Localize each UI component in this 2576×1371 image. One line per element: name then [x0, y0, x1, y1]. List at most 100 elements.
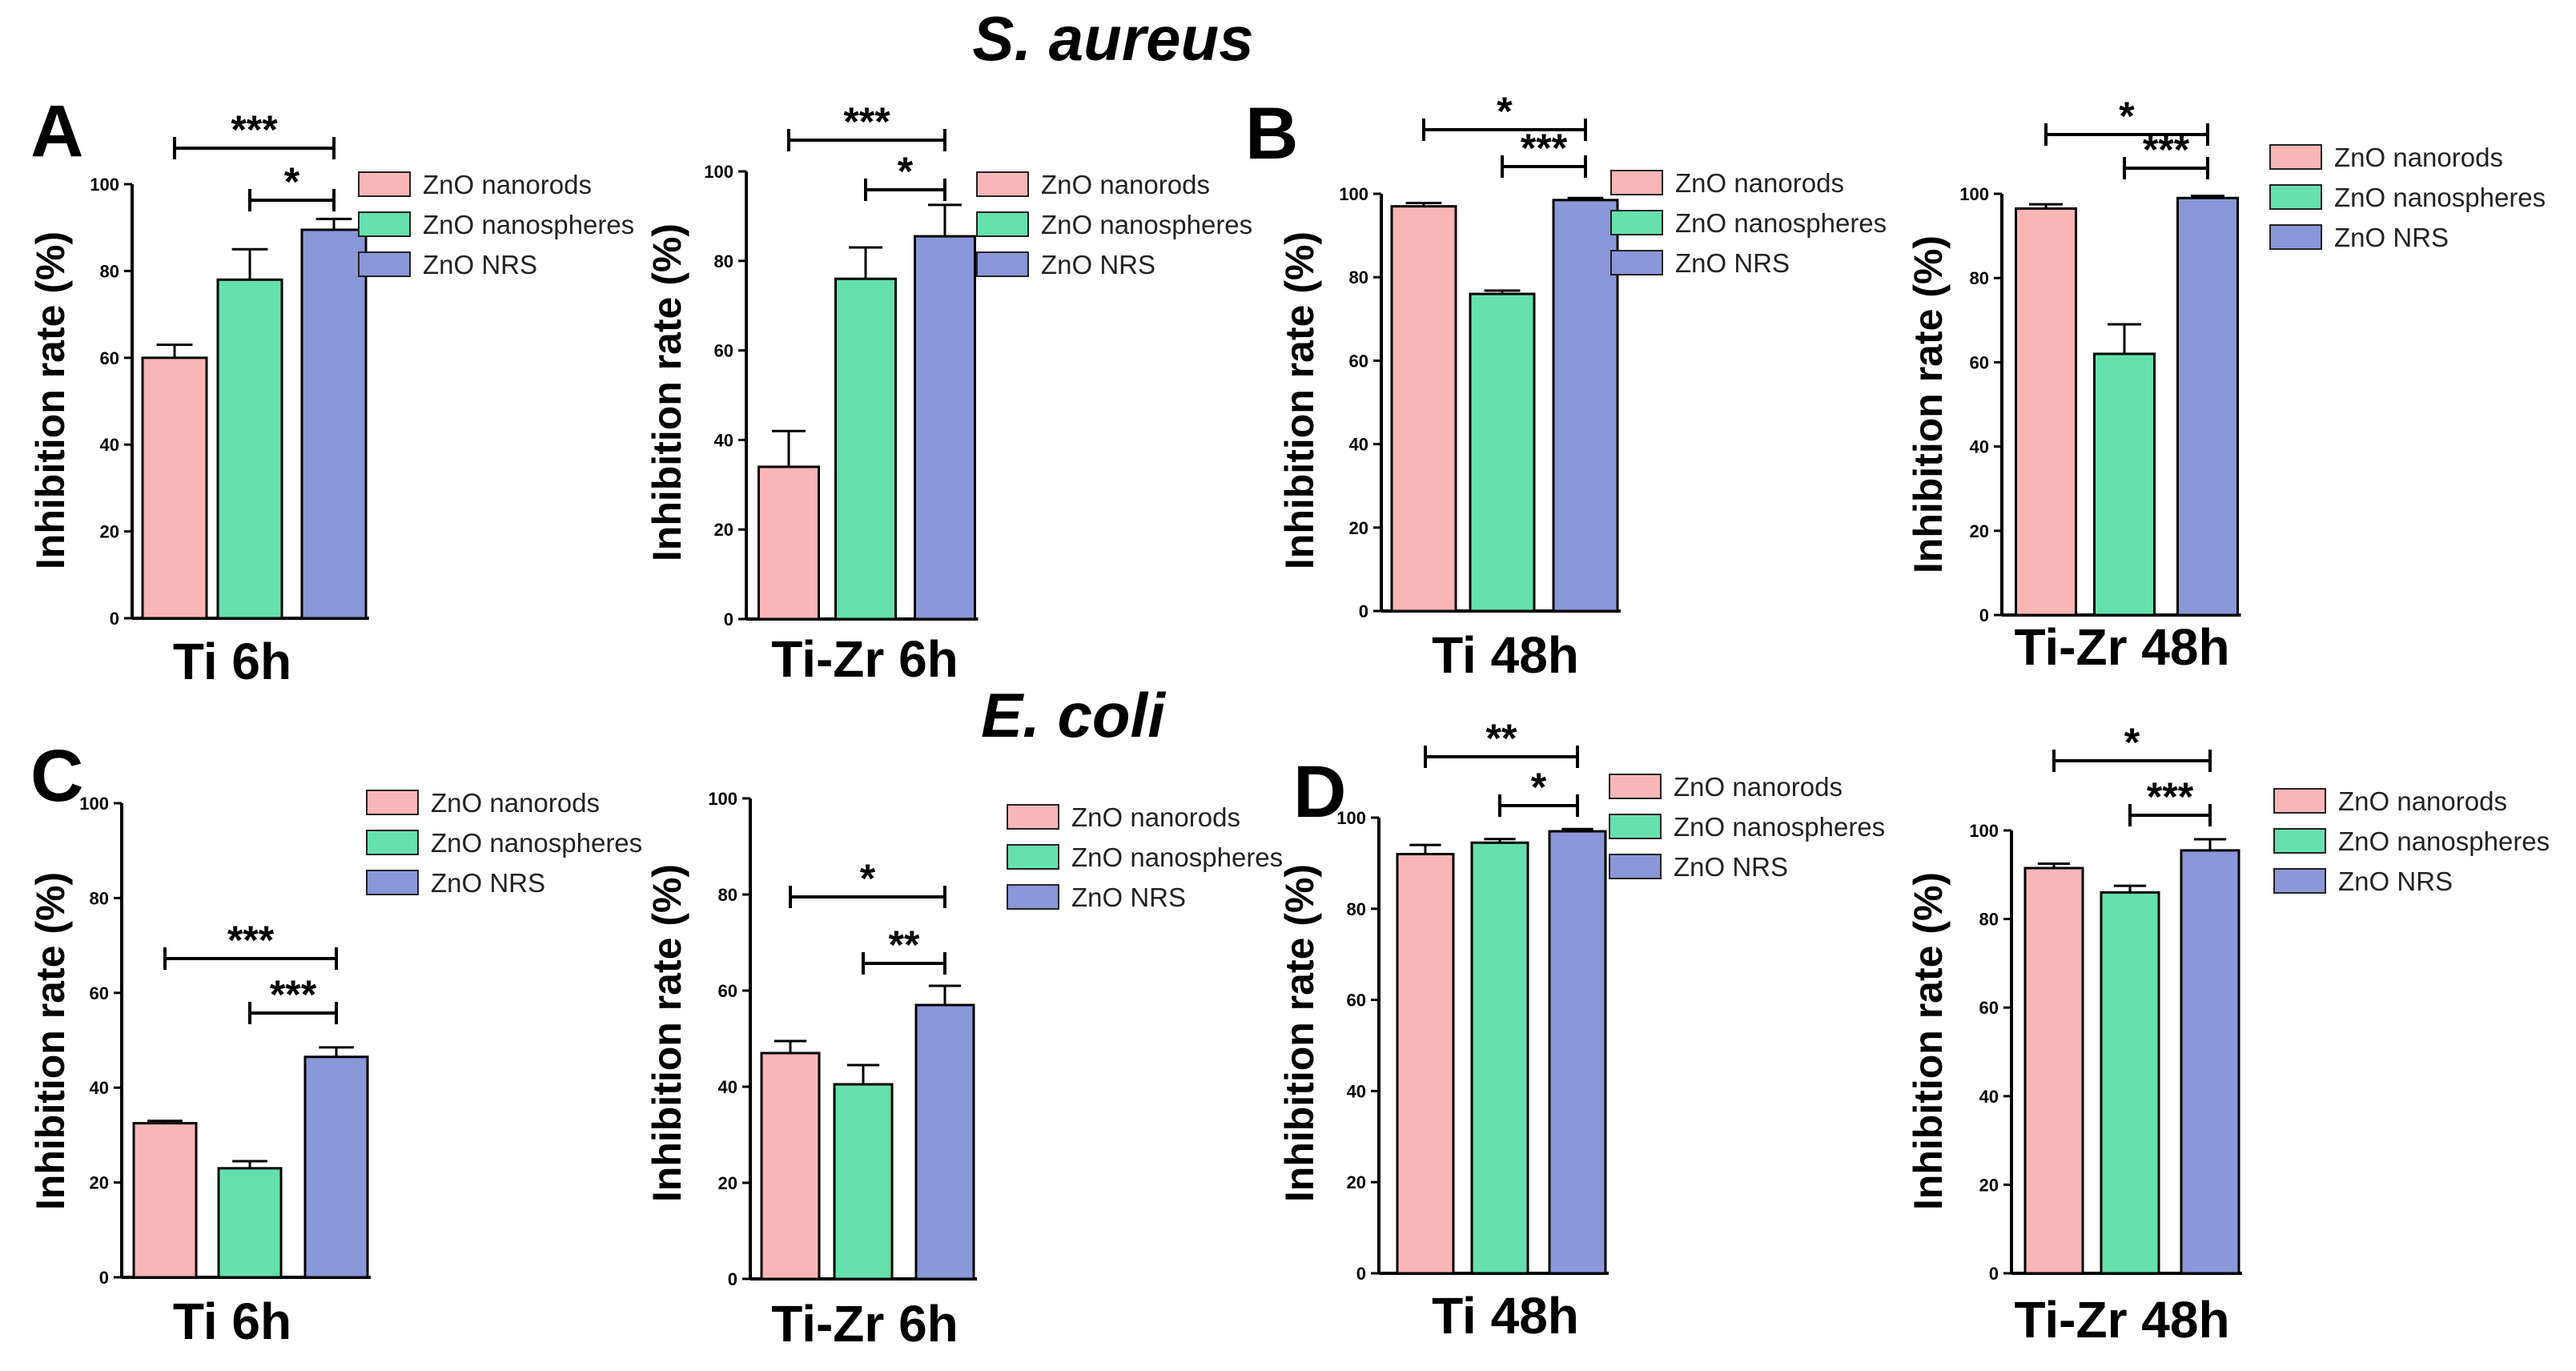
y-axis-label: Inhibition rate (%) [28, 231, 73, 569]
bar-zno-nrs [300, 228, 368, 620]
significance-label: * [2124, 720, 2140, 765]
legend-label: ZnO NRS [431, 868, 545, 898]
y-tick-label: 60 [1349, 351, 1368, 371]
legend-label: ZnO NRS [2334, 223, 2449, 252]
legend-label: ZnO NRS [2338, 866, 2453, 896]
y-tick-label: 80 [90, 888, 109, 908]
y-tick-label: 0 [1979, 605, 1989, 625]
significance-label: *** [231, 107, 278, 152]
legend-label: ZnO nanorods [423, 170, 592, 199]
y-tick-label: 100 [1969, 821, 1999, 841]
legend-swatch [2273, 868, 2326, 894]
legend-swatch [1007, 844, 1059, 870]
significance-label: *** [2143, 127, 2190, 172]
legend-label: ZnO NRS [1041, 250, 1155, 279]
legend-swatch [2269, 144, 2322, 170]
y-tick-label: 60 [90, 983, 109, 1003]
legend: ZnO nanorods ZnO nanospheres ZnO NRS [1609, 772, 1885, 882]
legend-swatch [1609, 814, 1662, 839]
legend-swatch [358, 211, 411, 237]
bar-zno-nanorods [141, 356, 208, 620]
y-tick-label: 20 [90, 1173, 109, 1193]
x-axis-label: Ti-Zr 6h [771, 630, 958, 688]
x-axis-label: Ti 48h [1432, 1287, 1579, 1345]
y-tick-label: 0 [110, 609, 119, 629]
y-tick-label: 20 [718, 1173, 737, 1193]
y-axis-label: Inhibition rate (%) [1277, 864, 1322, 1202]
significance-label: *** [1521, 126, 1568, 171]
legend-swatch [366, 870, 419, 895]
y-tick-label: 80 [100, 261, 119, 281]
legend-swatch [976, 211, 1029, 237]
bar-zno-nrs [303, 1055, 369, 1279]
y-tick-label: 100 [704, 162, 733, 182]
bar-zno-nanorods [758, 465, 820, 621]
y-tick-label: 40 [90, 1078, 109, 1098]
x-axis-label: Ti-Zr 6h [771, 1295, 958, 1353]
significance-label: * [2119, 94, 2135, 139]
legend-label: ZnO NRS [423, 250, 537, 279]
significance-label: ** [1486, 716, 1517, 761]
y-tick-label: 80 [1970, 268, 1989, 288]
y-tick-label: 20 [1349, 518, 1368, 538]
legend-label: ZnO nanospheres [2338, 826, 2550, 856]
significance-label: *** [843, 99, 890, 144]
legend-label: ZnO nanorods [2338, 786, 2507, 816]
legend-label: ZnO nanospheres [1675, 208, 1887, 238]
y-tick-label: 80 [1349, 267, 1368, 287]
y-tick-label: 40 [100, 435, 119, 455]
legend-label: ZnO nanospheres [1071, 842, 1283, 872]
y-tick-label: 20 [1979, 1175, 1999, 1195]
legend-swatch [366, 790, 419, 815]
y-axis-label: Inhibition rate (%) [28, 872, 73, 1210]
legend-label: ZnO nanorods [1071, 802, 1240, 832]
y-tick-label: 0 [99, 1268, 109, 1288]
bar-zno-nanospheres [216, 278, 283, 620]
legend-swatch [2269, 224, 2322, 250]
chart-5: 0 20 40 60 80 100 *** *** Ti 6h Inhibition rate (… [28, 788, 642, 1350]
significance-label: *** [2147, 774, 2194, 819]
y-tick-label: 60 [714, 341, 733, 361]
significance-label: * [898, 149, 914, 194]
y-tick-label: 40 [1970, 437, 1989, 457]
panel-letter-b: B [1245, 93, 1298, 175]
bar-zno-nanospheres [833, 1083, 894, 1281]
legend-label: ZnO nanospheres [431, 828, 642, 858]
y-tick-label: 0 [724, 609, 733, 629]
legend-swatch [1609, 854, 1662, 879]
bar-zno-nanorods [1390, 205, 1457, 613]
bar-zno-nanorods [2023, 866, 2084, 1275]
y-tick-label: 40 [718, 1077, 737, 1097]
bar-zno-nanospheres [1470, 841, 1529, 1275]
y-tick-label: 20 [1970, 521, 1989, 541]
bar-zno-nanospheres [834, 277, 897, 621]
legend-swatch [1609, 774, 1662, 799]
y-tick-label: 20 [100, 522, 119, 542]
bar-zno-nanorods [132, 1122, 198, 1279]
bar-zno-nrs [1548, 830, 1607, 1275]
legend-label: ZnO nanorods [431, 788, 600, 818]
bar-zno-nrs [1552, 199, 1619, 613]
y-tick-label: 80 [718, 885, 737, 905]
legend-swatch [358, 251, 411, 277]
y-tick-label: 0 [1989, 1264, 1999, 1284]
significance-label: *** [227, 918, 275, 963]
legend-swatch [1610, 210, 1663, 235]
legend-label: ZnO nanorods [1674, 772, 1843, 802]
bar-zno-nanospheres [2093, 352, 2156, 617]
legend: ZnO nanorods ZnO nanospheres ZnO NRS [976, 170, 1252, 279]
bar-zno-nanorods [2015, 207, 2077, 617]
legend-label: ZnO nanospheres [2334, 183, 2546, 212]
y-tick-label: 80 [1347, 899, 1366, 919]
significance-label: * [284, 159, 300, 204]
legend: ZnO nanorods ZnO nanospheres ZnO NRS [358, 170, 634, 279]
y-tick-label: 80 [1979, 910, 1999, 930]
bar-zno-nanorods [760, 1051, 821, 1281]
legend-label: ZnO nanorods [1041, 170, 1210, 199]
legend: ZnO nanorods ZnO nanospheres ZnO NRS [366, 788, 642, 898]
bar-zno-nanospheres [217, 1167, 283, 1279]
legend: ZnO nanorods ZnO nanospheres ZnO NRS [2273, 786, 2550, 896]
x-axis-label: Ti 6h [173, 1293, 291, 1350]
legend-label: ZnO nanorods [1675, 168, 1844, 198]
panel-letter-d: D [1293, 751, 1346, 833]
